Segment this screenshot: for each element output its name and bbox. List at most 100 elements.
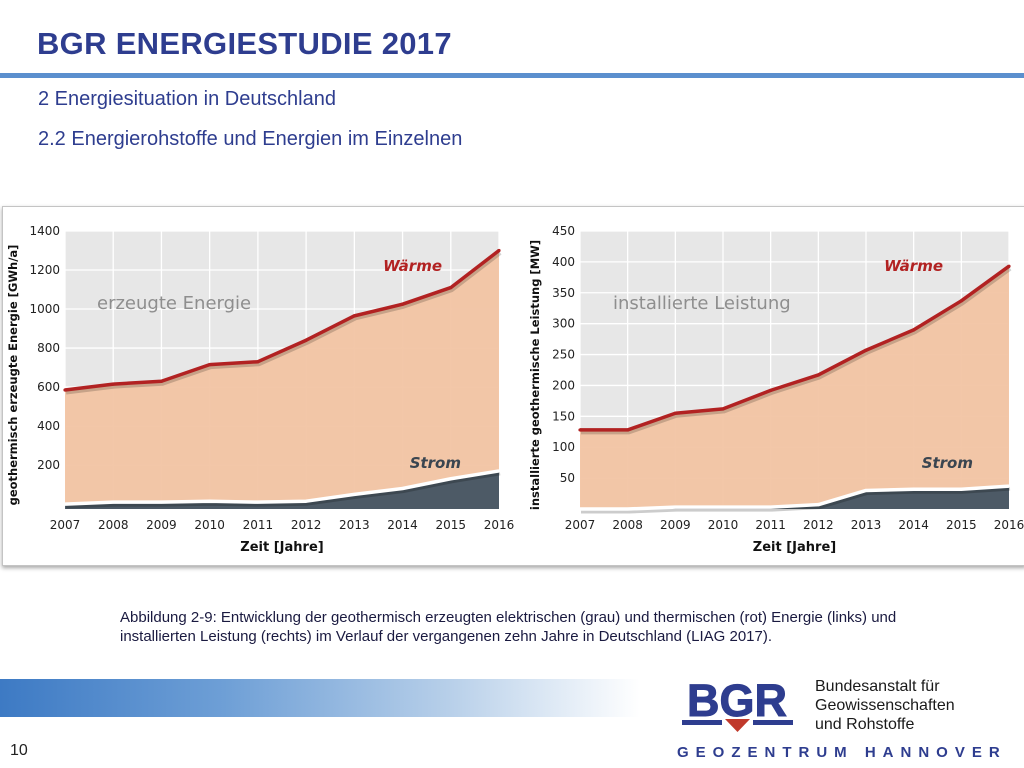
org-line-2: Geowissenschaften: [815, 697, 955, 714]
heat-point-1-8: [959, 299, 963, 303]
charts-svg: erzeugte Energie Wärme Strom 200 400 600 800 10…: [6, 224, 1024, 555]
x-tick-label-0-8: 2015: [436, 518, 467, 532]
geozentrum-left: GEOZENTRUM: [677, 744, 854, 761]
heat-point-0-2: [159, 379, 164, 383]
y-tick-label-1-0: 50: [560, 471, 575, 485]
bgr-logo-text: BGR: [687, 677, 787, 726]
series-label-power-0: Strom: [410, 454, 461, 472]
logo-blue-bar: [682, 720, 722, 725]
subsection-heading: 2.2 Energierohstoffe und Energien im Ein…: [38, 128, 463, 150]
power-line-1: [580, 484, 1010, 511]
x-tick-label-0-7: 2014: [387, 518, 418, 532]
y-tick-label-0-0: 200: [37, 458, 60, 472]
x-axis-label-0: Zeit [Jahre]: [240, 540, 323, 555]
heat-point-1-9: [1007, 264, 1011, 268]
heat-point-0-3: [208, 363, 212, 367]
x-tick-label-1-6: 2013: [851, 518, 882, 532]
power-point-1-5: [816, 503, 820, 507]
organization-name: Bundesanstalt für Geowissenschaften und …: [815, 677, 955, 734]
heat-point-1-1: [626, 428, 630, 432]
power-point-1-3: [721, 505, 725, 509]
heat-line-shadow-0: [65, 250, 502, 395]
power-point-1-2: [673, 505, 677, 509]
heat-point-1-5: [816, 373, 820, 377]
heat-point-0-9: [497, 248, 501, 253]
inner-chart-label-1: installierte Leistung: [613, 293, 791, 314]
logo-red-triangle: [725, 719, 750, 732]
heat-point-1-3: [721, 407, 725, 411]
org-line-1: Bundesanstalt für: [815, 678, 940, 695]
bgr-logo: BGR: [680, 677, 795, 732]
x-tick-label-0-0: 2007: [50, 518, 81, 532]
y-axis-label-1: installierte geothermische Leistung [MW]: [528, 240, 542, 510]
y-tick-label-1-4: 250: [552, 348, 575, 362]
x-tick-label-1-8: 2015: [946, 518, 977, 532]
title-rule: [0, 73, 1024, 78]
x-tick-label-1-7: 2014: [898, 518, 929, 532]
power-point-0-7: [401, 487, 404, 490]
heat-point-0-7: [400, 302, 405, 306]
y-tick-label-0-5: 1200: [29, 263, 60, 277]
footer-gradient-bar: [0, 679, 640, 717]
power-point-1-7: [912, 487, 916, 491]
power-point-0-0: [63, 502, 67, 506]
figure-caption: Abbildung 2-9: Entwicklung der geothermi…: [120, 609, 897, 645]
heat-point-1-4: [769, 388, 773, 392]
heat-point-0-4: [256, 360, 260, 364]
x-tick-label-0-2: 2009: [146, 518, 177, 532]
y-tick-label-1-7: 400: [552, 255, 575, 269]
x-tick-label-1-2: 2009: [660, 518, 691, 532]
power-point-0-2: [160, 500, 163, 504]
power-line-shadow-0: [65, 470, 501, 509]
power-point-0-6: [352, 492, 356, 496]
y-tick-label-1-3: 200: [552, 378, 575, 392]
x-tick-label-0-9: 2016: [484, 518, 515, 532]
x-tick-label-1-4: 2011: [755, 518, 786, 532]
y-tick-label-1-8: 450: [552, 224, 575, 238]
org-line-3: und Rohstoffe: [815, 716, 915, 733]
y-tick-label-0-6: 1400: [29, 224, 60, 238]
power-line-0: [64, 469, 500, 506]
power-point-0-4: [256, 500, 260, 504]
heat-line-0: [64, 249, 501, 392]
heat-point-0-6: [352, 314, 356, 318]
x-tick-label-1-5: 2012: [803, 518, 834, 532]
x-axis-label-1: Zeit [Jahre]: [753, 540, 836, 555]
geozentrum-right: HANNOVER: [864, 744, 1007, 761]
x-tick-label-0-3: 2010: [194, 518, 225, 532]
inner-chart-label-0: erzeugte Energie: [97, 293, 251, 314]
power-point-0-8: [449, 477, 453, 481]
power-point-1-8: [959, 487, 963, 491]
y-tick-label-1-6: 350: [552, 286, 575, 300]
y-tick-label-1-2: 150: [552, 409, 575, 423]
x-tick-label-0-6: 2013: [339, 518, 370, 532]
logo-blue-bar-right: [753, 720, 793, 725]
x-tick-label-0-4: 2011: [243, 518, 274, 532]
heat-area-0: [65, 250, 499, 509]
y-tick-label-0-1: 400: [37, 419, 60, 433]
power-point-1-1: [626, 507, 630, 511]
y-axis-label-0: geothermisch erzeugte Energie [GWh/a]: [6, 245, 20, 506]
power-point-1-0: [578, 507, 582, 511]
series-label-heat-0: Wärme: [383, 257, 442, 275]
power-point-1-6: [864, 489, 868, 492]
heat-point-1-6: [864, 348, 868, 352]
x-tick-label-1-9: 2016: [994, 518, 1024, 532]
heat-point-0-8: [449, 285, 453, 290]
page-title: BGR ENERGIESTUDIE 2017: [37, 26, 452, 61]
heat-point-0-0: [63, 388, 67, 392]
power-point-1-9: [1007, 484, 1011, 488]
power-point-0-9: [497, 469, 501, 473]
y-tick-label-0-4: 1000: [29, 302, 60, 316]
page-number: 10: [10, 742, 28, 759]
heat-point-1-2: [673, 411, 677, 415]
x-tick-label-1-1: 2008: [612, 518, 643, 532]
heat-line-1: [580, 264, 1011, 432]
heat-area-1: [580, 266, 1009, 509]
x-tick-label-1-0: 2007: [565, 518, 596, 532]
heat-point-0-1: [111, 382, 115, 386]
heat-line-shadow-1: [581, 266, 1012, 435]
series-label-heat-1: Wärme: [884, 257, 943, 275]
y-tick-label-1-1: 100: [552, 440, 575, 454]
figure-panel: erzeugte Energie Wärme Strom 200 400 600 800 10…: [2, 206, 1024, 566]
